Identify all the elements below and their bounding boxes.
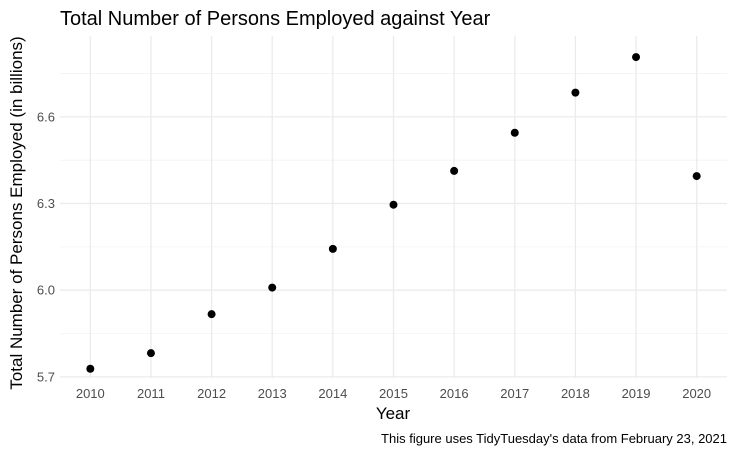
data-point xyxy=(207,310,216,319)
y-axis-title: Total Number of Persons Employed (in bil… xyxy=(7,36,26,389)
data-point xyxy=(632,53,641,62)
x-tick-label: 2012 xyxy=(197,386,226,401)
data-point xyxy=(450,166,459,175)
x-tick-label: 2014 xyxy=(318,386,347,401)
x-tick-label: 2015 xyxy=(379,386,408,401)
chart-title: Total Number of Persons Employed against… xyxy=(60,8,491,30)
y-tick-label: 6.0 xyxy=(37,283,55,298)
data-point xyxy=(571,88,580,97)
x-tick-label: 2019 xyxy=(622,386,651,401)
x-tick-label: 2011 xyxy=(137,386,165,401)
x-tick-label: 2017 xyxy=(500,386,529,401)
data-point xyxy=(268,283,277,292)
x-tick-label: 2016 xyxy=(440,386,469,401)
data-point xyxy=(692,172,701,181)
x-tick-labels: 2010 2011 2012 2013 2014 2015 2016 2017 2018 2019… xyxy=(76,386,711,401)
y-tick-label: 5.7 xyxy=(37,369,55,384)
data-points xyxy=(86,53,701,373)
y-tick-labels: 5.7 6.0 6.3 6.6 xyxy=(37,109,55,384)
data-point xyxy=(86,364,95,373)
x-tick-label: 2010 xyxy=(76,386,105,401)
data-point xyxy=(510,128,519,137)
x-tick-label: 2013 xyxy=(258,386,287,401)
y-tick-label: 6.3 xyxy=(37,196,55,211)
caption: This figure uses TidyTuesday's data from… xyxy=(381,431,727,446)
data-point xyxy=(328,244,337,253)
y-tick-label: 6.6 xyxy=(37,109,55,124)
data-point xyxy=(389,200,398,209)
x-tick-label: 2020 xyxy=(682,386,711,401)
x-axis-title: Year xyxy=(376,404,411,423)
data-point xyxy=(146,349,155,358)
x-tick-label: 2018 xyxy=(561,386,590,401)
